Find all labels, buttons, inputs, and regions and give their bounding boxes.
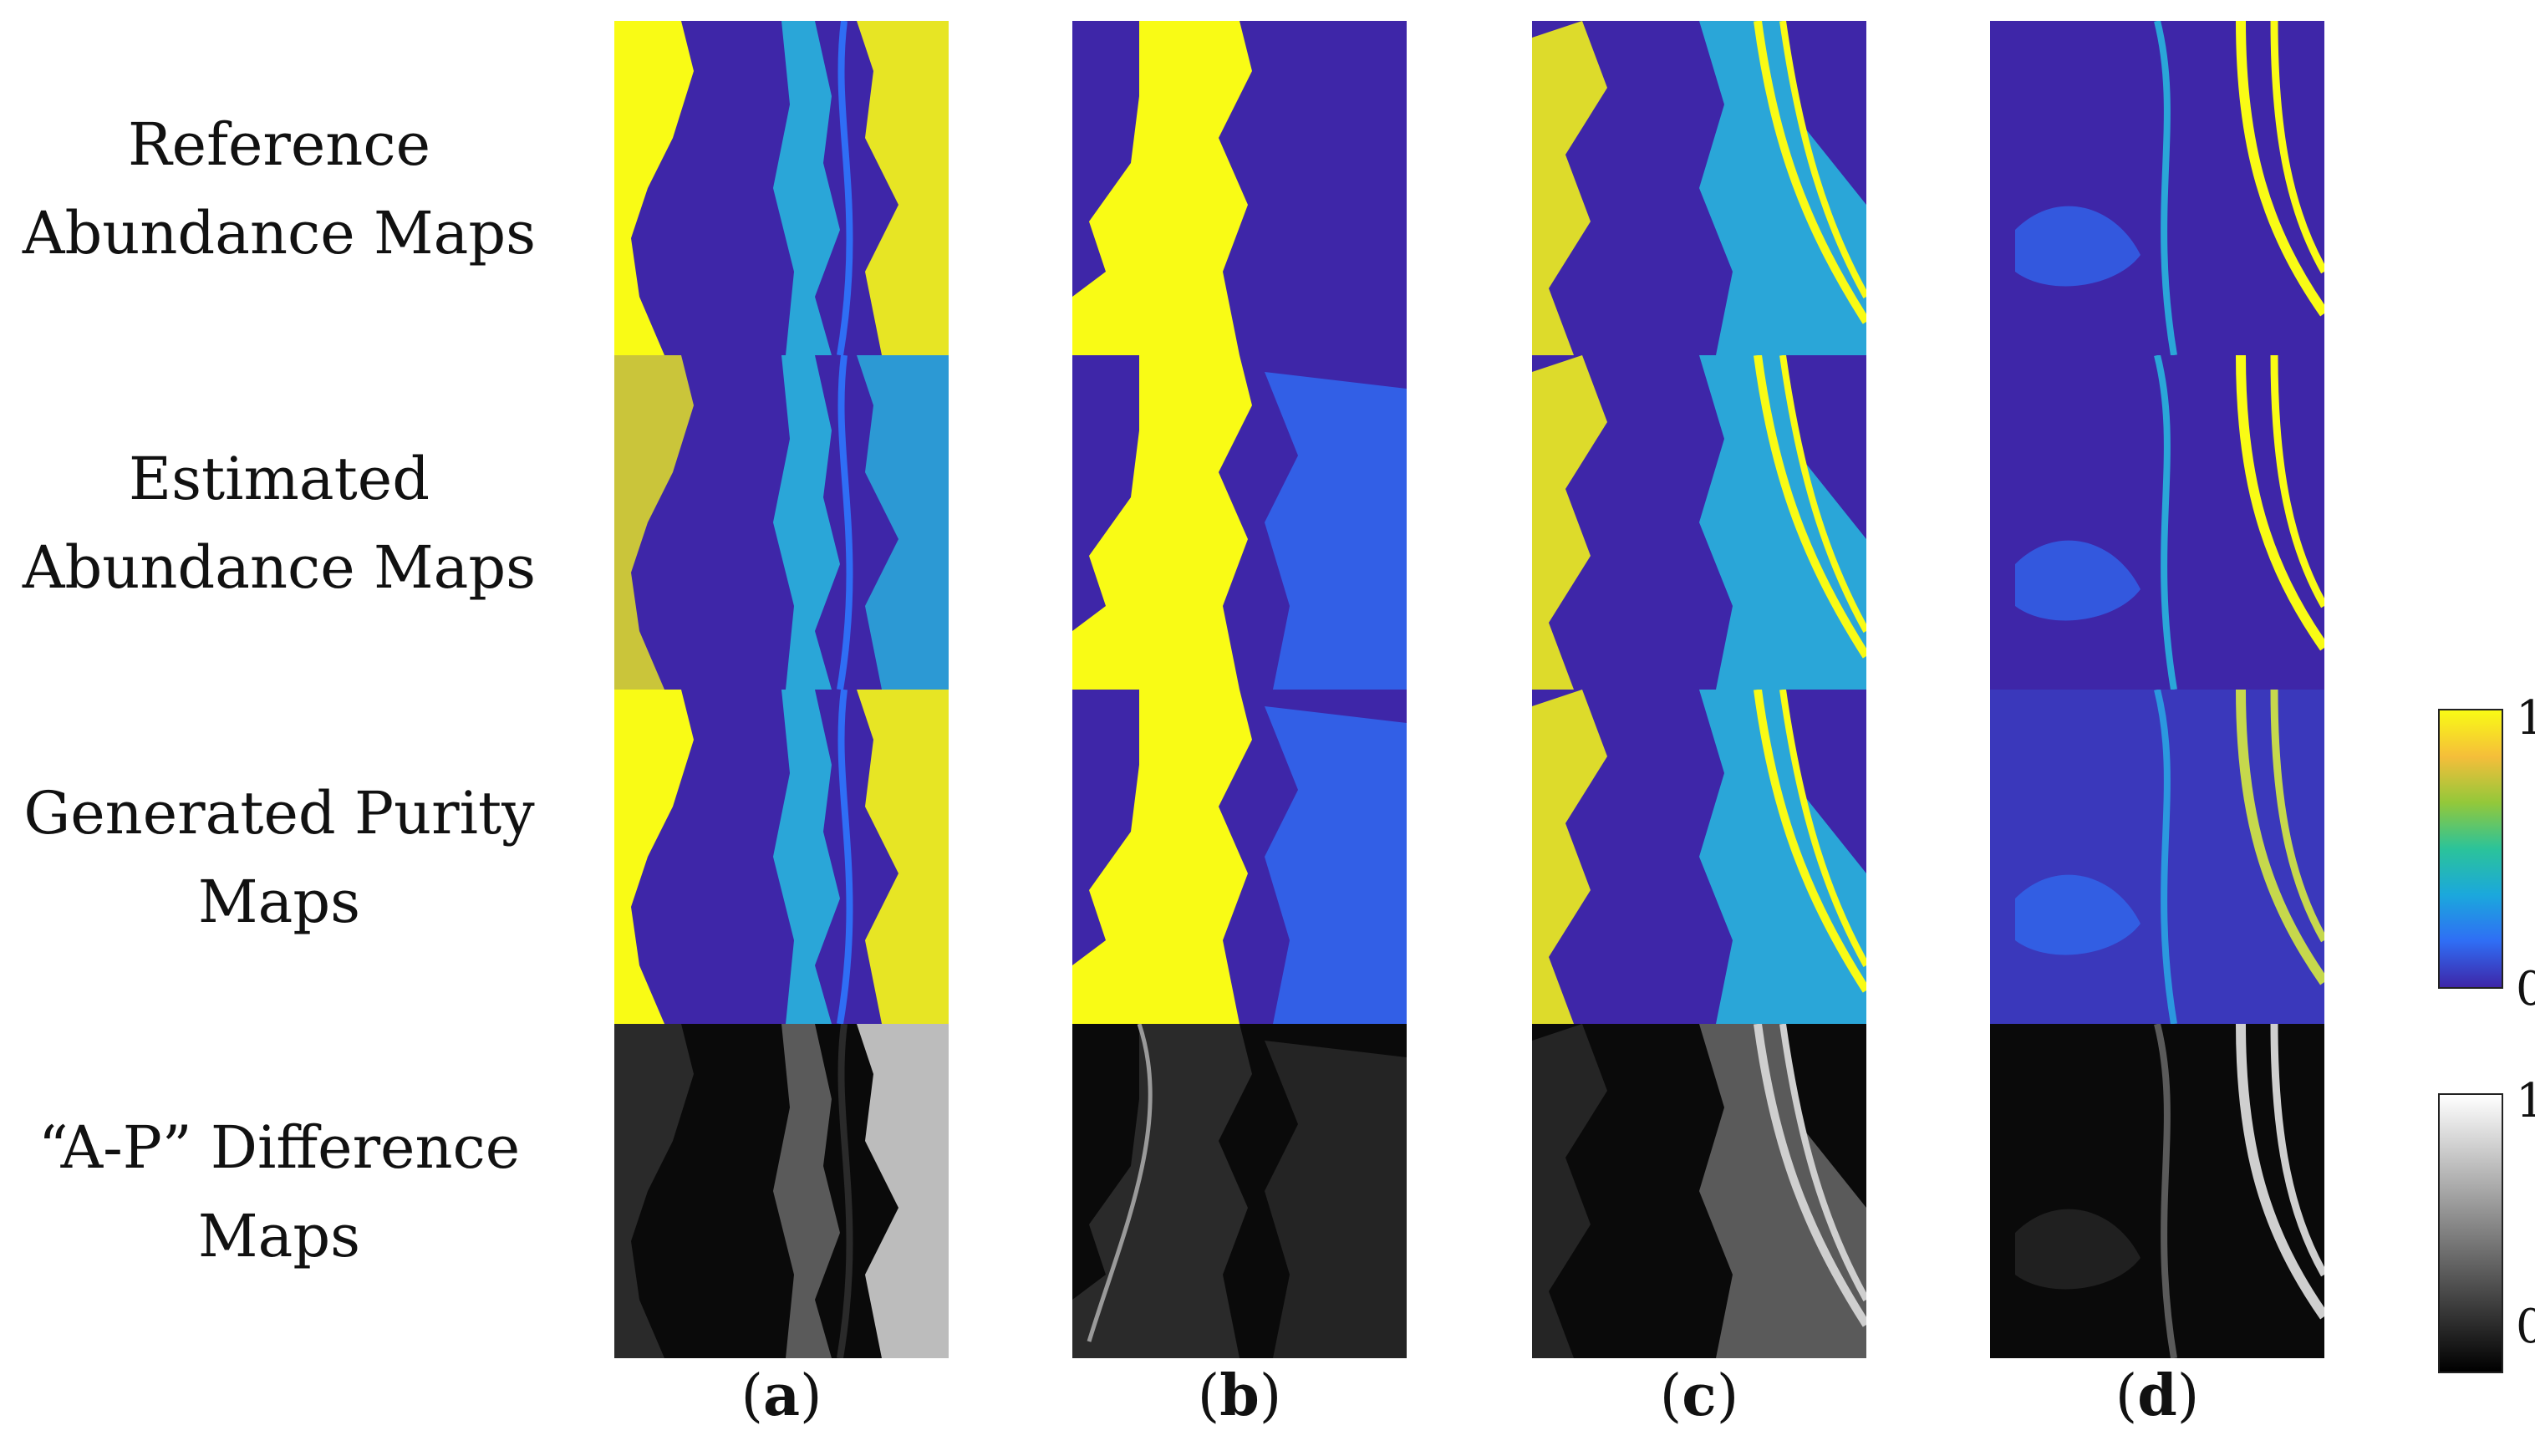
row-label-purity: Generated Purity Maps <box>23 779 535 936</box>
column-label-a: (a) <box>741 1362 822 1429</box>
map-panel-estimated-c <box>1532 355 1866 690</box>
map-panel-estimated-d <box>1990 355 2324 690</box>
column-label-b: (b) <box>1197 1362 1282 1429</box>
map-panel-reference-a <box>614 21 949 355</box>
map-panel-difference-a <box>614 1024 949 1358</box>
column-label-c: (c) <box>1659 1362 1739 1429</box>
map-panel-difference-b <box>1072 1024 1407 1358</box>
row-label-difference: “A-P” Difference Maps <box>38 1113 521 1270</box>
map-panel-purity-a <box>614 690 949 1024</box>
map-panel-purity-b <box>1072 690 1407 1024</box>
map-panel-reference-c <box>1532 21 1866 355</box>
map-panel-difference-c <box>1532 1024 1866 1358</box>
map-panel-estimated-b <box>1072 355 1407 690</box>
colorbar-abundance-max: 1 <box>2516 691 2535 746</box>
map-panel-purity-c <box>1532 690 1866 1024</box>
map-panel-reference-b <box>1072 21 1407 355</box>
colorbar-difference-min: 0 <box>2516 1300 2535 1354</box>
map-panel-purity-d <box>1990 690 2324 1024</box>
row-label-reference: Reference Abundance Maps <box>22 110 537 267</box>
map-panel-estimated-a <box>614 355 949 690</box>
colorbar-abundance-min: 0 <box>2516 962 2535 1016</box>
map-panel-difference-d <box>1990 1024 2324 1358</box>
column-label-d: (d) <box>2115 1362 2200 1429</box>
map-panel-reference-d <box>1990 21 2324 355</box>
colorbar-difference <box>2438 1093 2503 1373</box>
colorbar-abundance <box>2438 709 2503 989</box>
colorbar-difference-max: 1 <box>2516 1074 2535 1128</box>
row-label-estimated: Estimated Abundance Maps <box>22 445 537 602</box>
